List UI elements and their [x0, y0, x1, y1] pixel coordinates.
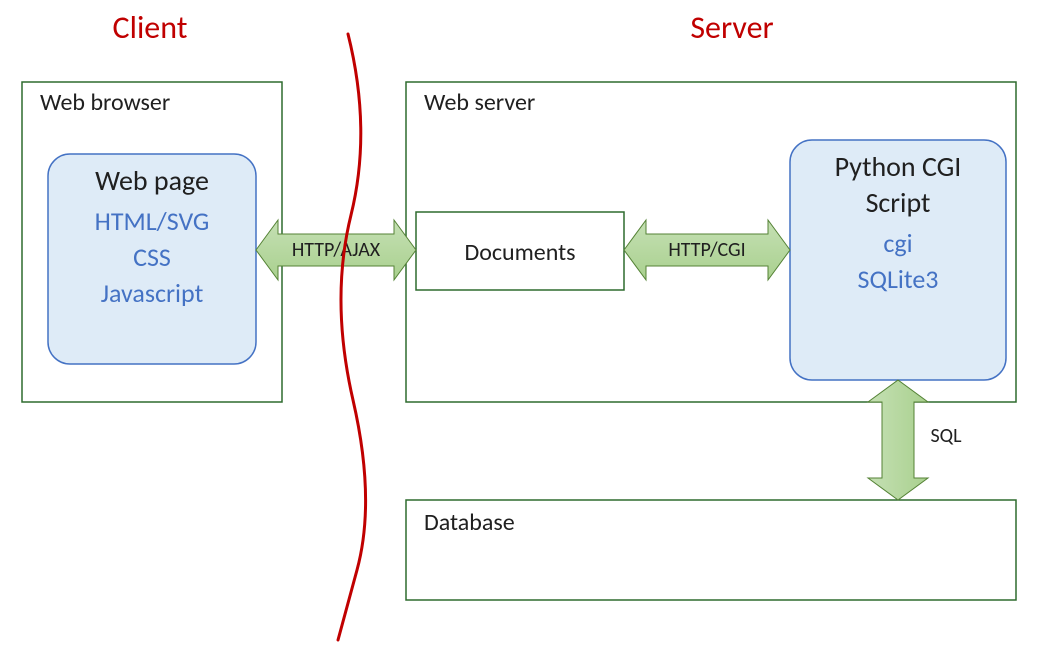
sql-arrow: [868, 380, 928, 500]
documents-node-label: Documents: [464, 238, 575, 267]
server-title: Server: [690, 8, 773, 47]
cgi-node-title-1: Script: [866, 185, 931, 220]
browser-container-label: Web browser: [40, 88, 170, 117]
sql-arrow-label: SQL: [930, 424, 962, 448]
webpage-node-tech-2: Javascript: [101, 277, 204, 309]
cgi-node-title-0: Python CGI: [835, 149, 962, 184]
cgi-node-tech-1: SQLite3: [858, 263, 939, 295]
client-title: Client: [113, 8, 188, 47]
http-cgi-arrow-label: HTTP/CGI: [668, 238, 745, 262]
webpage-node-tech-1: CSS: [133, 241, 171, 273]
webserver-container-label: Web server: [424, 88, 535, 117]
database-container-label: Database: [424, 508, 515, 537]
architecture-diagram: Client Server Web browser Web server Databas…: [0, 0, 1039, 652]
webpage-node-title: Web page: [95, 163, 209, 198]
client-server-divider: [338, 34, 366, 640]
http-ajax-arrow-label: HTTP/AJAX: [292, 238, 381, 262]
webpage-node-tech-0: HTML/SVG: [95, 205, 210, 237]
cgi-node-tech-0: cgi: [883, 227, 912, 259]
